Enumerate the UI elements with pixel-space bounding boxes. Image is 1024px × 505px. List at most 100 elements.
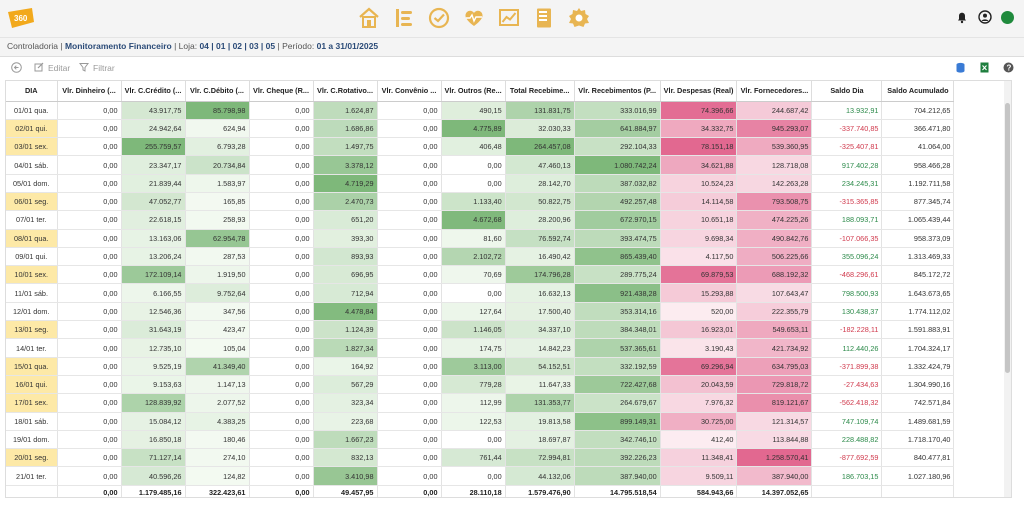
value-cell: 274,10 <box>185 448 250 468</box>
column-header[interactable]: Vlr. C.Rotativo... <box>313 81 378 102</box>
value-cell: -877.692,59 <box>811 448 883 468</box>
user-icon[interactable] <box>978 10 992 24</box>
value-cell: 0,00 <box>377 210 442 230</box>
value-cell: 34.332,75 <box>660 119 738 139</box>
gear-icon[interactable] <box>565 4 592 32</box>
bell-icon[interactable] <box>955 10 969 24</box>
value-cell: 0,00 <box>377 229 442 248</box>
health-icon[interactable] <box>460 4 487 32</box>
column-header[interactable]: Vlr. Convênio ... <box>377 81 442 102</box>
value-cell: 11.647,33 <box>505 375 575 395</box>
value-cell: 0,00 <box>377 338 442 358</box>
value-cell: 180,46 <box>185 430 250 450</box>
column-header[interactable]: Total Recebime... <box>505 81 575 102</box>
value-cell: 793.508,75 <box>736 192 813 212</box>
table-row[interactable]: 05/01 dom. 0,00 21.839,44 1.583,97 0,00 4.719… <box>6 174 955 193</box>
column-header[interactable]: Vlr. Outros (Re... <box>441 81 506 102</box>
value-cell: 234.245,31 <box>811 174 883 193</box>
value-cell: 121.314,57 <box>736 412 813 431</box>
column-header[interactable]: Saldo Dia <box>811 81 883 102</box>
home-icon[interactable] <box>355 4 382 32</box>
table-row[interactable]: 19/01 dom. 0,00 16.850,18 180,46 0,00 1.667,2… <box>6 430 955 450</box>
value-cell: 34.337,10 <box>505 320 575 340</box>
value-cell: 0,00 <box>377 320 442 340</box>
total-cell: 1.579.476,90 <box>505 484 575 497</box>
value-cell: 366.471,80 <box>881 119 955 139</box>
table-row[interactable]: 16/01 qui. 0,00 9.153,63 1.147,13 0,00 567,29… <box>6 375 955 395</box>
value-cell: 1.624,87 <box>313 101 378 120</box>
value-cell: 130.438,37 <box>811 302 883 322</box>
logo[interactable]: 360 <box>6 6 36 30</box>
table-row[interactable]: 12/01 dom. 0,00 12.546,36 347,56 0,00 4.478,8… <box>6 302 955 322</box>
table-row[interactable]: 02/01 qui. 0,00 24.942,64 624,94 0,00 1.686,8… <box>6 119 955 139</box>
table-row[interactable]: 03/01 sex. 0,00 255.759,57 6.793,28 0,00 1.49… <box>6 137 955 157</box>
value-cell: 0,00 <box>377 119 442 139</box>
table-row[interactable]: 01/01 qua. 0,00 43.917,75 85.798,98 0,00 1.62… <box>6 101 955 120</box>
value-cell: 264.679,67 <box>574 393 661 413</box>
value-cell: 30.725,00 <box>660 412 738 431</box>
value-cell: 20.734,84 <box>185 155 250 175</box>
value-cell: 1.718.170,40 <box>881 430 955 450</box>
value-cell: 0,00 <box>249 283 314 303</box>
check-icon[interactable] <box>425 4 452 32</box>
database-icon[interactable] <box>955 62 966 73</box>
table-row[interactable]: 09/01 qui. 0,00 13.206,24 287,53 0,00 893,93 0… <box>6 247 955 267</box>
value-cell: 287,53 <box>185 247 250 267</box>
chart-icon[interactable] <box>495 4 522 32</box>
value-cell: 1.774.112,02 <box>881 302 955 322</box>
value-cell: 15.084,12 <box>121 412 186 431</box>
edit-button[interactable]: Editar <box>34 62 70 74</box>
value-cell: 0,00 <box>57 119 122 139</box>
column-header[interactable]: Vlr. Dinheiro (... <box>57 81 122 102</box>
table-row[interactable]: 18/01 sáb. 0,00 15.084,12 4.383,25 0,00 223,6… <box>6 412 955 431</box>
column-header[interactable]: DIA <box>6 81 58 102</box>
table-row[interactable]: 21/01 ter. 0,00 40.596,26 124,82 0,00 3.410,9… <box>6 466 955 486</box>
value-cell: 0,00 <box>249 338 314 358</box>
table-row[interactable]: 04/01 sáb. 0,00 23.347,17 20.734,84 0,00 3.37… <box>6 155 955 175</box>
breadcrumb-page: Monitoramento Financeiro <box>64 41 172 51</box>
notebook-icon[interactable] <box>530 4 557 32</box>
table-row[interactable]: 07/01 ter. 0,00 22.618,15 258,93 0,00 651,20 0… <box>6 210 955 230</box>
value-cell: 893,93 <box>313 247 378 267</box>
store-list: 04 | 01 | 02 | 03 | 05 <box>199 41 276 51</box>
scrollbar-thumb[interactable] <box>1005 103 1010 373</box>
column-header[interactable]: Vlr. C.Débito (... <box>185 81 250 102</box>
excel-export-icon[interactable] <box>979 62 990 73</box>
breadcrumb-section[interactable]: Controladoria <box>7 41 59 51</box>
table-row[interactable]: 10/01 sex. 0,00 172.109,14 1.919,50 0,00 696,… <box>6 265 955 285</box>
day-cell: 07/01 ter. <box>6 210 58 230</box>
day-cell: 06/01 seg. <box>6 192 58 212</box>
back-button[interactable] <box>11 62 22 75</box>
column-header[interactable]: Vlr. C.Crédito (... <box>121 81 186 102</box>
table-row[interactable]: 08/01 qua. 0,00 13.163,06 62.954,78 0,00 393,… <box>6 229 955 248</box>
list-icon[interactable] <box>390 4 417 32</box>
table-row[interactable]: 17/01 sex. 0,00 128.839,92 2.077,52 0,00 323,… <box>6 393 955 413</box>
help-icon[interactable]: ? <box>1003 62 1014 73</box>
column-header[interactable]: Vlr. Fornecedores... <box>736 81 813 102</box>
value-cell: 1.147,13 <box>185 375 250 395</box>
edit-label: Editar <box>48 63 71 73</box>
vertical-scrollbar[interactable] <box>1004 81 1011 497</box>
table-row[interactable]: 14/01 ter. 0,00 12.735,10 105,04 0,00 1.827,3… <box>6 338 955 358</box>
total-cell: 0,00 <box>377 484 442 497</box>
column-header[interactable]: Vlr. Cheque (R... <box>249 81 314 102</box>
value-cell: -315.365,85 <box>811 192 883 212</box>
table-row[interactable]: 13/01 seg. 0,00 31.643,19 423,47 0,00 1.124,3… <box>6 320 955 340</box>
value-cell: 819.121,67 <box>736 393 813 413</box>
column-header[interactable]: Vlr. Despesas (Real) <box>660 81 738 102</box>
day-cell: 15/01 qua. <box>6 357 58 376</box>
value-cell: 3.113,00 <box>441 357 506 376</box>
value-cell: 865.439,40 <box>574 247 661 267</box>
table-row[interactable]: 20/01 seg. 0,00 71.127,14 274,10 0,00 832,13 0… <box>6 448 955 468</box>
table-row[interactable]: 06/01 seg. 0,00 47.052,77 165,85 0,00 2.470,7… <box>6 192 955 212</box>
total-cell: 0,00 <box>57 484 122 497</box>
column-header[interactable]: Vlr. Recebimentos (P... <box>574 81 661 102</box>
table-row[interactable]: 11/01 sáb. 0,00 6.166,55 9.752,64 0,00 712,94… <box>6 283 955 303</box>
value-cell: 0,00 <box>377 265 442 285</box>
filter-button[interactable]: Filtrar <box>79 62 115 74</box>
column-header[interactable]: Saldo Acumulado <box>881 81 955 102</box>
total-cell: 584.943,66 <box>660 484 738 497</box>
value-cell: 9.509,11 <box>660 466 738 486</box>
table-row[interactable]: 15/01 qua. 0,00 9.525,19 41.349,40 0,00 164,9… <box>6 357 955 376</box>
value-cell: 9.153,63 <box>121 375 186 395</box>
